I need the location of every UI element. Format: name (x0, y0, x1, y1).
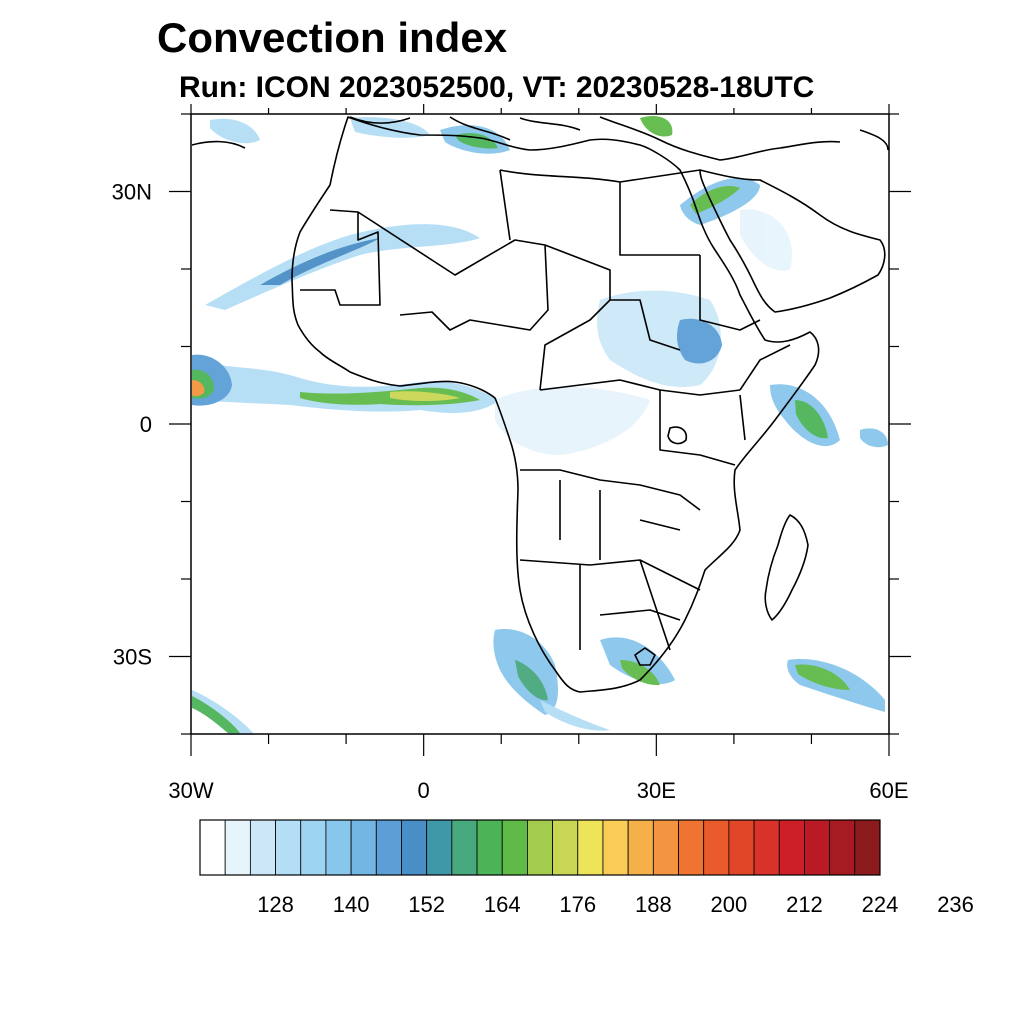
colorbar-label: 164 (484, 892, 521, 917)
colorbar-label: 212 (786, 892, 823, 917)
colorbar-swatch (476, 819, 503, 876)
colorbar-label: 152 (408, 892, 445, 917)
shade-cape-west-core (515, 660, 548, 701)
chart-title: Convection index (157, 14, 508, 61)
colorbar-swatch (199, 819, 226, 876)
madagascar-coastline (764, 514, 809, 621)
convection-shading (192, 115, 888, 735)
colorbar-label: 128 (257, 892, 294, 917)
colorbar-swatch (728, 819, 755, 876)
coastlines-borders (191, 116, 889, 693)
africa-coastline (291, 116, 820, 693)
chart-subtitle: Run: ICON 2023052500, VT: 20230528-18UTC (179, 71, 815, 104)
colorbar-swatch (325, 819, 352, 876)
europe-coastline (191, 116, 889, 161)
colorbar-swatch (703, 819, 730, 876)
colorbar-label: 188 (635, 892, 672, 917)
arabia-coastline (699, 169, 886, 313)
colorbar-swatch (527, 819, 553, 876)
colorbar-swatch (350, 819, 377, 876)
shade-atlantic-streak-core (260, 238, 380, 285)
colorbar-swatch (300, 819, 327, 876)
colorbar-swatch (375, 819, 402, 876)
colorbar: 128 140 152 164 176 188 200 212 224 236 (199, 819, 974, 917)
lat-tick-label: 0 (140, 412, 152, 437)
colorbar-swatch (275, 819, 302, 876)
shade-atlantic-streak (205, 224, 480, 310)
lon-tick-label: 60E (869, 778, 908, 803)
colorbar-swatch (426, 819, 453, 876)
axis-tick-labels: 30W 0 30E 60E 30N 0 30S (112, 180, 909, 804)
shade-south-indian-core (795, 664, 850, 690)
shade-indian-east (860, 428, 888, 448)
lon-tick-label: 0 (418, 778, 430, 803)
shade-med-east (640, 115, 673, 137)
colorbar-swatch (652, 819, 679, 876)
colorbar-swatch (627, 819, 654, 876)
colorbar-swatch (451, 819, 478, 876)
colorbar-label: 224 (862, 892, 899, 917)
shade-arabia (740, 209, 792, 271)
lat-tick-label: 30N (112, 180, 152, 205)
shade-congo (495, 386, 650, 455)
axis-ticks (169, 104, 911, 756)
lon-tick-label: 30W (168, 778, 213, 803)
shade-natal-core (620, 660, 660, 686)
colorbar-swatch (501, 819, 528, 876)
country-borders (300, 169, 791, 651)
colorbar-label: 140 (333, 892, 370, 917)
colorbar-swatch (678, 819, 705, 876)
lat-tick-label: 30S (113, 645, 152, 670)
shade-ethiopia (597, 290, 721, 388)
colorbar-label: 236 (937, 892, 974, 917)
colorbar-swatch (778, 819, 805, 876)
colorbar-swatch (401, 819, 428, 876)
colorbar-label: 200 (711, 892, 748, 917)
colorbar-outline (199, 819, 881, 876)
shade-sw-corner (192, 690, 255, 735)
colorbar-swatch (552, 819, 579, 876)
shade-sw-corner-core (192, 696, 240, 733)
colorbar-swatch (577, 819, 604, 876)
colorbar-label: 176 (559, 892, 596, 917)
shade-somalia-core (795, 400, 828, 439)
lesotho-border (634, 647, 656, 666)
shade-ethiopia-core (677, 318, 722, 364)
colorbar-swatch (804, 819, 831, 876)
colorbar-swatch (753, 819, 780, 876)
colorbar-swatch (249, 819, 276, 876)
colorbar-swatch (829, 819, 856, 876)
colorbar-swatch (602, 819, 629, 876)
colorbar-swatch (854, 819, 881, 876)
colorbar-swatch (224, 819, 251, 876)
shade-guinea-band (195, 360, 500, 413)
lake-victoria (667, 426, 688, 445)
lon-tick-label: 30E (637, 778, 676, 803)
shade-guinea-peak (390, 391, 460, 401)
shade-cape-tail (540, 700, 610, 731)
shade-redsea-core (690, 185, 740, 214)
shade-west-blob-peak (192, 380, 205, 397)
shade-nw-atlantic (210, 118, 260, 144)
